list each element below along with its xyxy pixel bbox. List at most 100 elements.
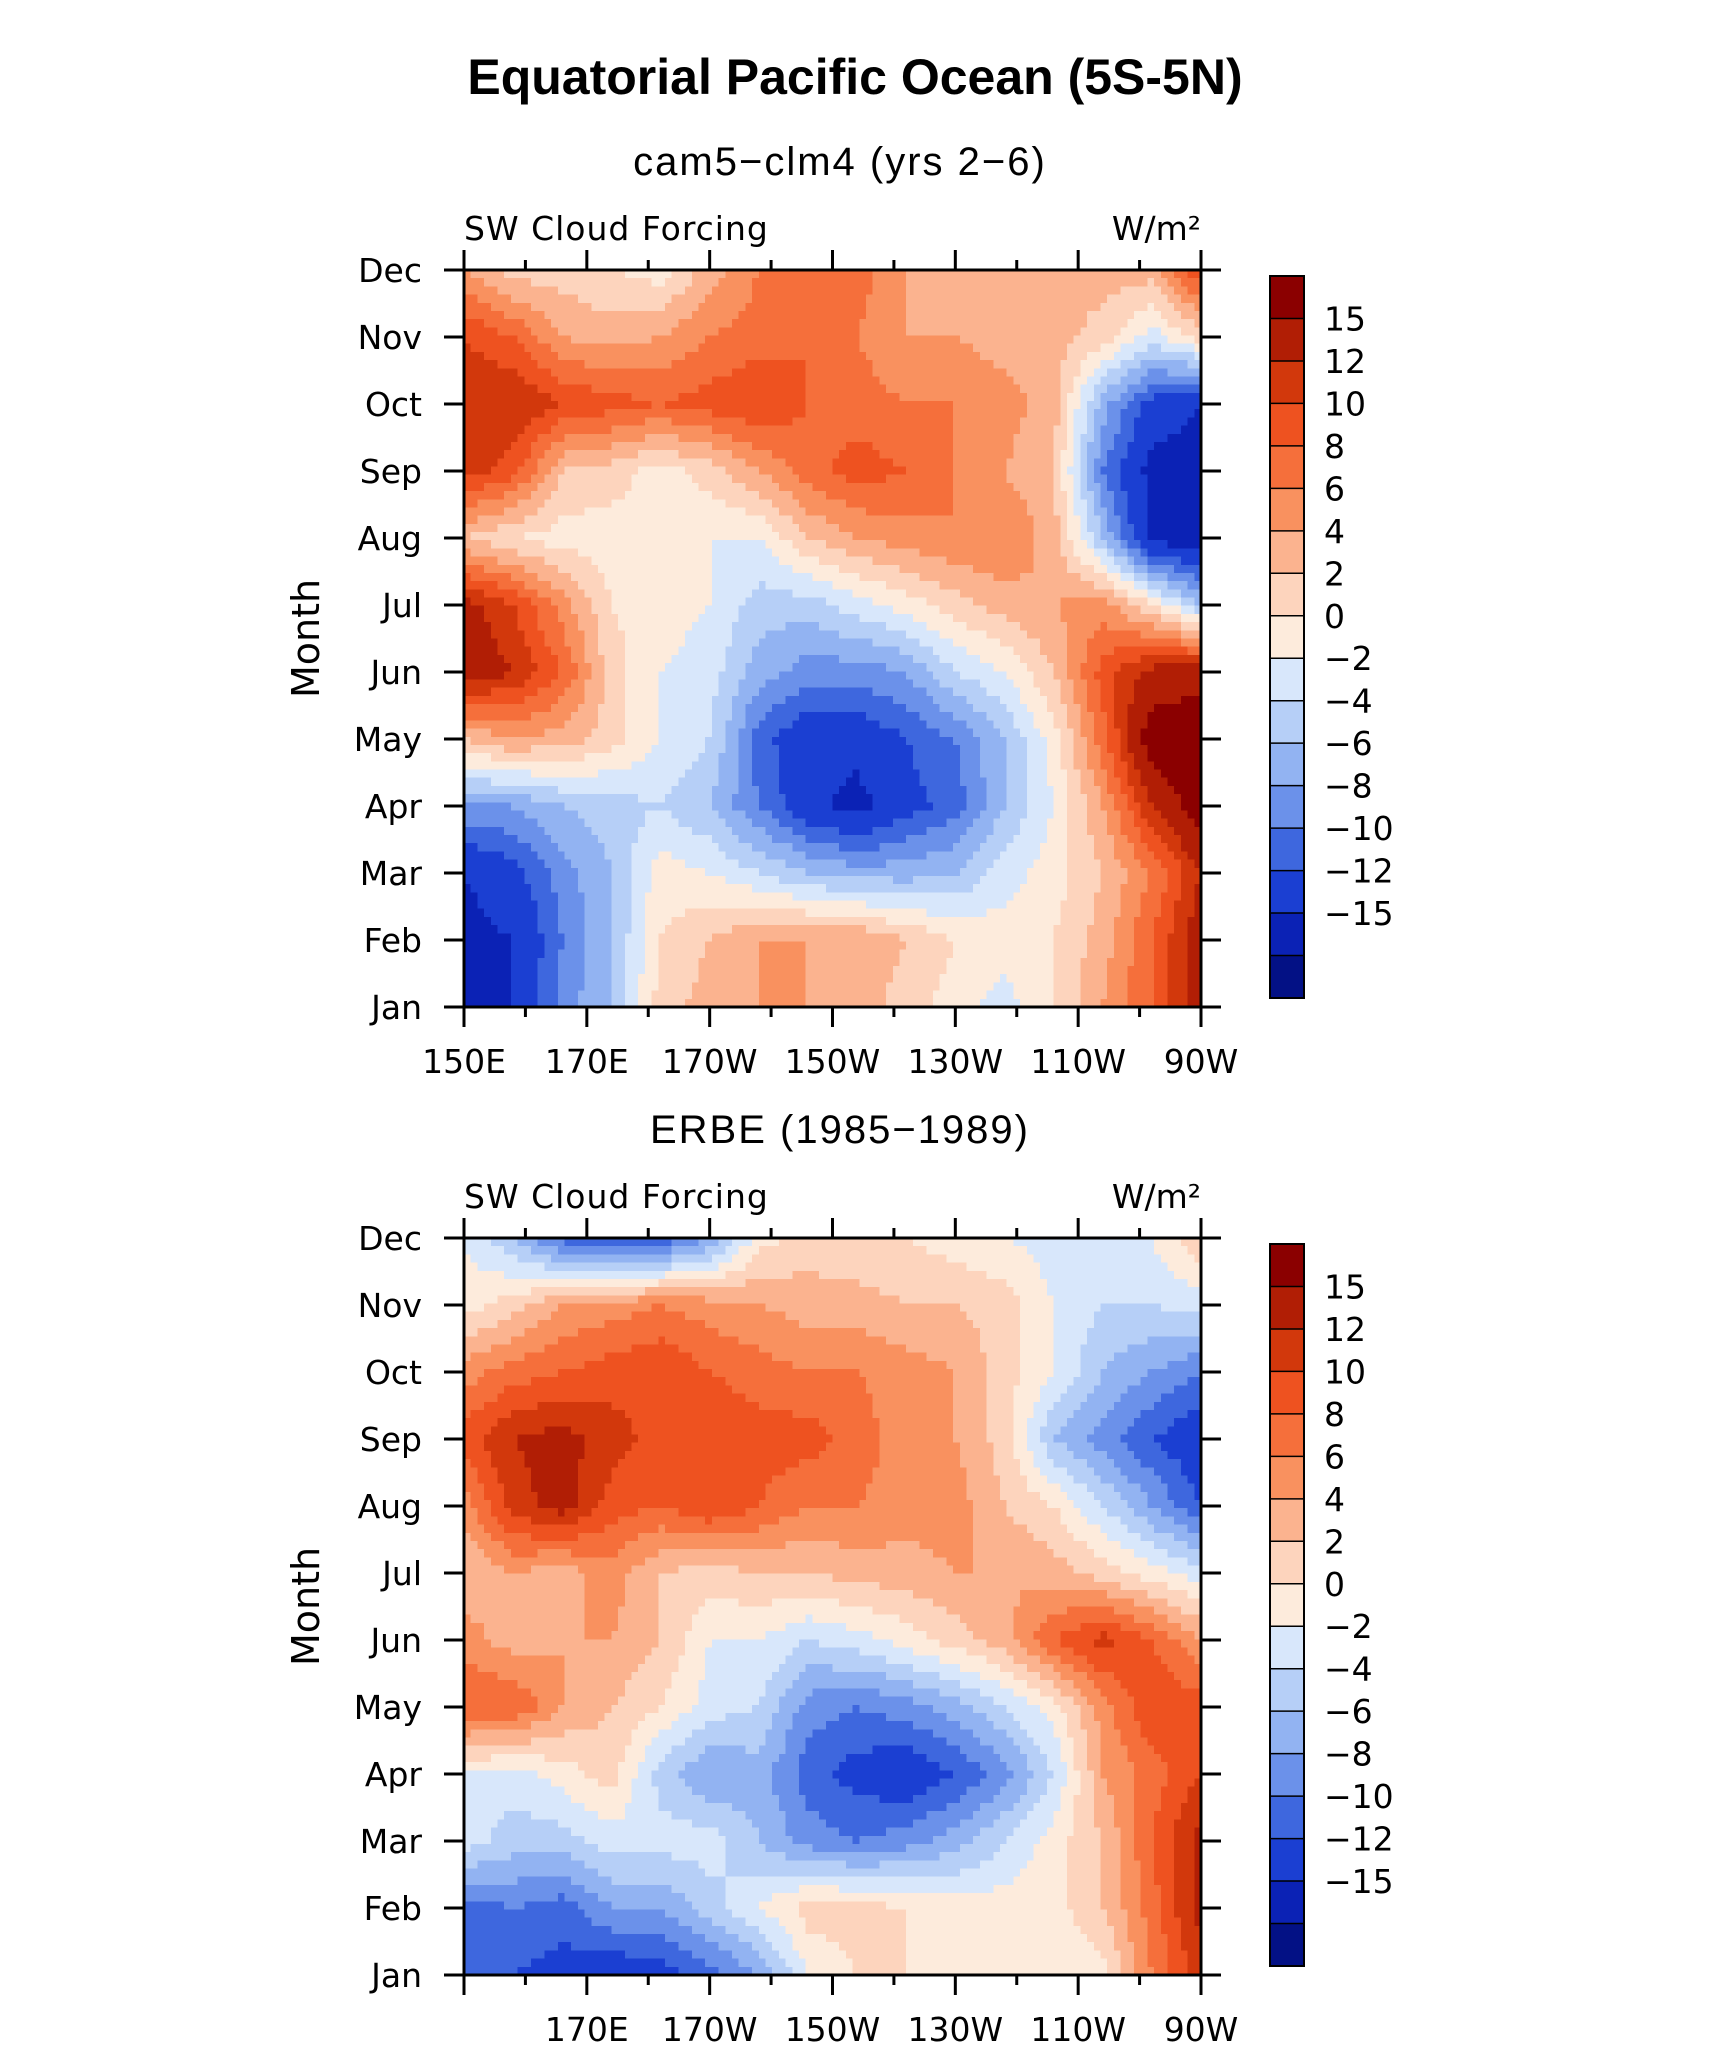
heatmap-cell bbox=[1134, 1696, 1202, 1706]
heatmap-cell bbox=[510, 1508, 559, 1518]
heatmap-cell bbox=[624, 974, 639, 984]
heatmap-cell bbox=[805, 1966, 854, 1976]
heatmap-cell bbox=[524, 875, 552, 885]
heatmap-cell bbox=[906, 1958, 1108, 1968]
heatmap-cell bbox=[1067, 466, 1081, 476]
heatmap-cell bbox=[953, 949, 1055, 959]
heatmap-cell bbox=[624, 1598, 659, 1608]
heatmap-cell bbox=[1060, 695, 1075, 705]
heatmap-cell bbox=[845, 548, 921, 558]
heatmap-cell bbox=[658, 1581, 880, 1591]
heatmap-cell bbox=[1120, 1884, 1142, 1894]
heatmap-cell bbox=[584, 966, 612, 975]
heatmap-cell bbox=[1174, 1852, 1195, 1861]
heatmap-cell bbox=[1073, 1696, 1088, 1706]
heatmap-cell bbox=[477, 515, 525, 525]
heatmap-cell bbox=[1120, 327, 1148, 337]
heatmap-cell bbox=[866, 925, 927, 934]
heatmap-cell bbox=[1194, 859, 1202, 869]
heatmap-cell bbox=[484, 278, 532, 287]
heatmap-cell bbox=[953, 441, 1014, 451]
heatmap-cell bbox=[1167, 818, 1195, 828]
heatmap-cell bbox=[464, 1934, 666, 1943]
heatmap-cell bbox=[1053, 802, 1068, 812]
heatmap-cell bbox=[993, 720, 1014, 730]
heatmap-cell bbox=[517, 1966, 679, 1976]
heatmap-cell bbox=[624, 949, 646, 959]
heatmap-cell bbox=[1067, 785, 1081, 795]
heatmap-cell bbox=[953, 1385, 988, 1395]
heatmap-cell bbox=[1174, 1835, 1195, 1845]
heatmap-cell bbox=[966, 1262, 1041, 1272]
heatmap-cell bbox=[1067, 433, 1075, 443]
heatmap-cell bbox=[577, 990, 612, 1000]
heatmap-cell bbox=[464, 835, 519, 844]
heatmap-cell bbox=[1187, 1409, 1202, 1419]
heatmap-cell bbox=[1053, 466, 1061, 476]
heatmap-cell bbox=[718, 1238, 733, 1247]
heatmap-cell bbox=[1154, 998, 1169, 1008]
heatmap-cell bbox=[772, 704, 907, 713]
heatmap-cell bbox=[497, 1418, 633, 1427]
heatmap-cell bbox=[1180, 1680, 1202, 1689]
heatmap-cell bbox=[1073, 507, 1088, 517]
heatmap-cell bbox=[906, 278, 1148, 287]
heatmap-cell bbox=[464, 1712, 519, 1722]
heatmap-cell bbox=[524, 1450, 586, 1460]
heatmap-cell bbox=[1073, 1917, 1108, 1927]
heatmap-cell bbox=[1107, 1557, 1148, 1567]
heatmap-cell bbox=[1100, 491, 1115, 500]
heatmap-cell bbox=[966, 1647, 1008, 1657]
heatmap-cell bbox=[1127, 491, 1148, 500]
heatmap-cell bbox=[1107, 777, 1122, 787]
heatmap-cell bbox=[1073, 384, 1081, 394]
heatmap-cell bbox=[839, 843, 880, 853]
heatmap-cell bbox=[1127, 1500, 1148, 1509]
heatmap-cell bbox=[1100, 1500, 1128, 1509]
heatmap-cell bbox=[470, 270, 505, 279]
heatmap-cell bbox=[1026, 1778, 1048, 1788]
heatmap-cell bbox=[1046, 1418, 1068, 1427]
heatmap-cell bbox=[1100, 1377, 1142, 1386]
heatmap-cell bbox=[926, 1631, 974, 1640]
y-tick-label: May bbox=[354, 720, 422, 759]
heatmap-cell bbox=[571, 1426, 633, 1436]
heatmap-cell bbox=[1087, 1516, 1122, 1526]
colorbar-label: −8 bbox=[1324, 767, 1373, 806]
heatmap-cell bbox=[1154, 1401, 1202, 1411]
heatmap-cell bbox=[1113, 1819, 1135, 1829]
heatmap-cell bbox=[685, 1762, 773, 1771]
heatmap-cell bbox=[577, 998, 612, 1008]
heatmap-cell bbox=[1060, 474, 1075, 484]
heatmap-cell bbox=[1040, 1745, 1061, 1755]
heatmap-cell bbox=[464, 1500, 472, 1509]
heatmap-cell bbox=[698, 1238, 720, 1247]
heatmap-cell bbox=[651, 335, 706, 345]
heatmap-cell bbox=[966, 695, 1001, 705]
heatmap-cell bbox=[946, 556, 1035, 566]
heatmap-cell bbox=[926, 622, 968, 631]
heatmap-cell bbox=[1180, 835, 1202, 844]
heatmap-cell bbox=[1120, 286, 1162, 296]
heatmap-cell bbox=[1067, 1491, 1095, 1501]
heatmap-cell bbox=[1113, 851, 1135, 861]
heatmap-cell bbox=[778, 671, 907, 681]
heatmap-cell bbox=[1100, 663, 1122, 672]
heatmap-cell bbox=[611, 744, 653, 754]
heatmap-cell bbox=[1026, 761, 1048, 771]
heatmap-cell bbox=[758, 957, 807, 967]
heatmap-cell bbox=[906, 1925, 1081, 1935]
heatmap-cell bbox=[584, 695, 606, 705]
heatmap-cell bbox=[1113, 1672, 1175, 1681]
heatmap-cell bbox=[1113, 335, 1135, 345]
heatmap-cell bbox=[557, 1303, 653, 1313]
heatmap-cell bbox=[464, 351, 485, 361]
heatmap-cell bbox=[1067, 835, 1095, 844]
colorbar-swatch bbox=[1270, 1838, 1304, 1882]
heatmap-cell bbox=[584, 1884, 673, 1894]
heatmap-cell bbox=[504, 1524, 606, 1534]
heatmap-cell bbox=[1060, 409, 1068, 418]
heatmap-cell bbox=[1180, 613, 1202, 623]
heatmap-cell bbox=[1154, 622, 1182, 631]
heatmap-cell bbox=[631, 1311, 686, 1321]
